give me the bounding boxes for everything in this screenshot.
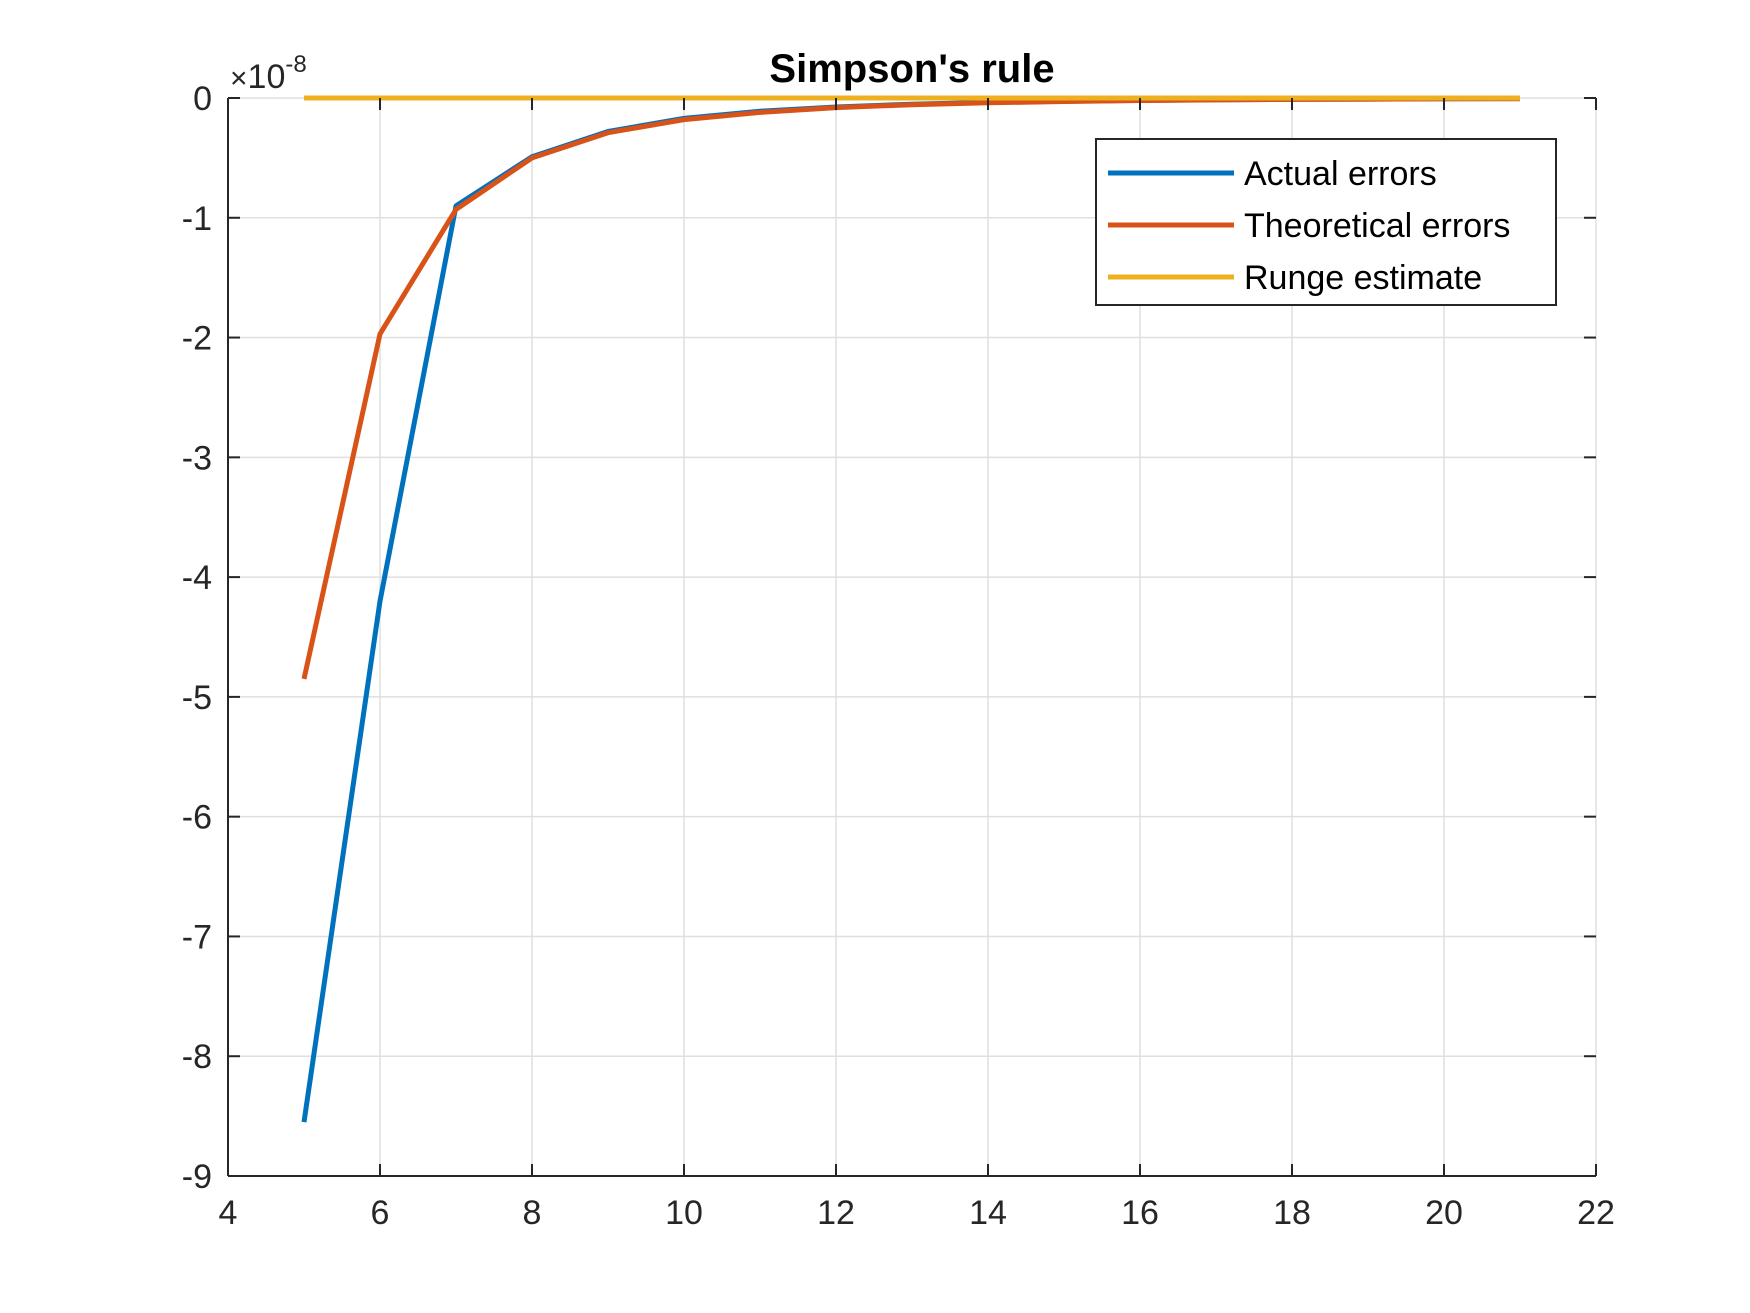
y-tick-label: -7: [182, 918, 212, 956]
legend-label: Theoretical errors: [1244, 207, 1510, 245]
x-tick-label: 10: [665, 1194, 703, 1232]
x-tick-label: 20: [1425, 1194, 1463, 1232]
multiplier-times-sign: ×: [230, 62, 248, 95]
x-tick-label: 4: [219, 1194, 238, 1232]
axes: [227, 97, 1597, 1177]
x-tick-label: 8: [523, 1194, 542, 1232]
y-tick-label: -4: [182, 559, 212, 597]
y-tick-label: -6: [182, 799, 212, 837]
y-tick-label: -8: [182, 1038, 212, 1076]
x-tick-label: 14: [969, 1194, 1007, 1232]
data-series: [301, 95, 1521, 1123]
y-tick-label: -2: [182, 320, 212, 358]
multiplier-exponent: -8: [285, 51, 306, 78]
y-tick-label: -9: [182, 1158, 212, 1196]
y-tick-label: -3: [182, 439, 212, 477]
y-tick-label: 0: [193, 80, 212, 118]
x-tick-label: 22: [1577, 1194, 1615, 1232]
legend-label: Runge estimate: [1244, 259, 1482, 297]
chart-title: Simpson's rule: [769, 47, 1054, 91]
multiplier-base: 10: [248, 58, 286, 96]
y-axis-multiplier: ×10-8: [230, 51, 307, 96]
x-tick-label: 12: [817, 1194, 855, 1232]
tick-labels: 4 6 8 10 12 14 16 18 20 22 -9 -8 -7 -6 -5 -4 -3 -2 -1 0: [182, 80, 1615, 1232]
legend: Actual errors Theoretical errors Runge est…: [1095, 138, 1557, 306]
grid: [227, 97, 1597, 1177]
y-tick-label: -5: [182, 679, 212, 717]
x-tick-label: 16: [1121, 1194, 1159, 1232]
legend-label: Actual errors: [1244, 155, 1437, 193]
x-tick-label: 6: [371, 1194, 390, 1232]
y-tick-label: -1: [182, 200, 212, 238]
x-tick-label: 18: [1273, 1194, 1311, 1232]
